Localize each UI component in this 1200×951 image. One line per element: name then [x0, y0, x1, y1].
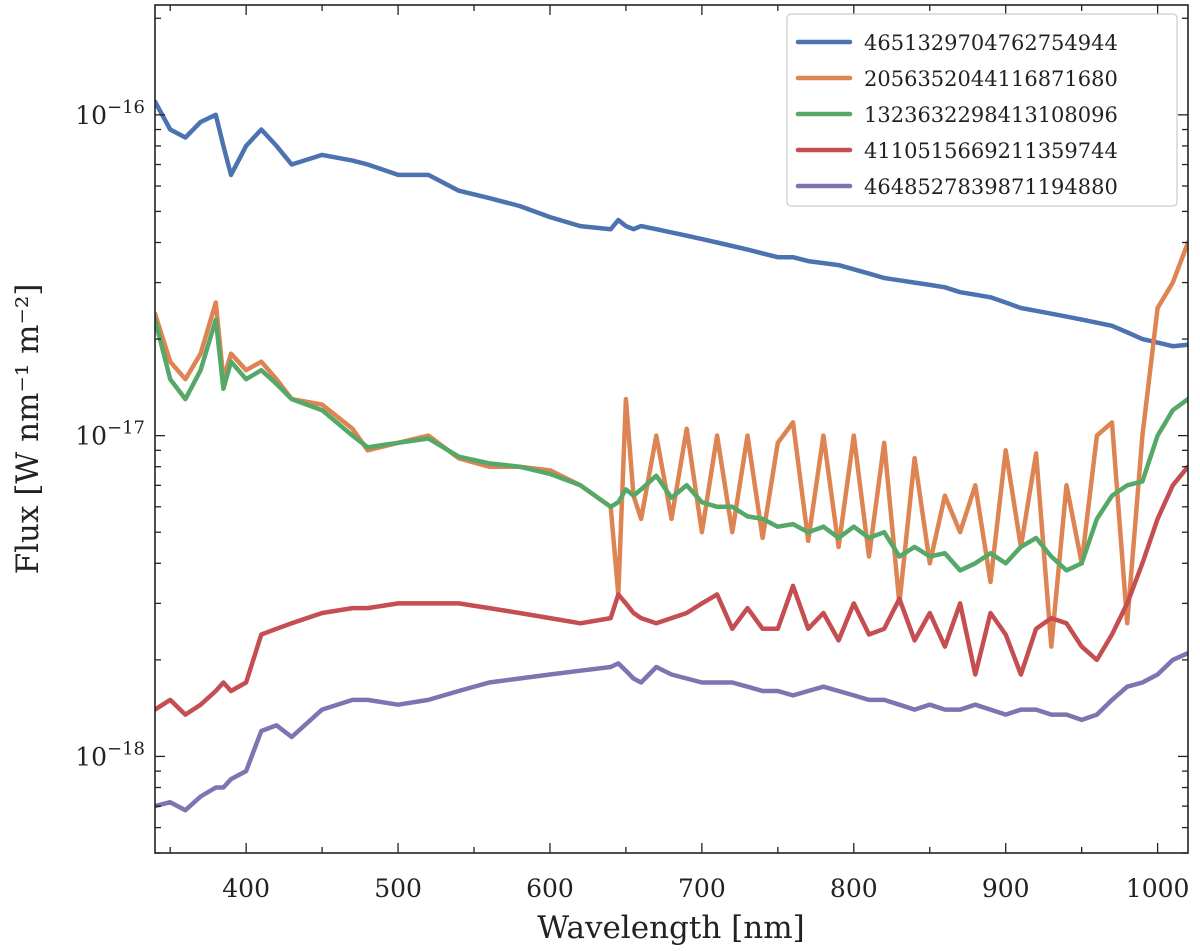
series-line-5: [155, 650, 1188, 813]
series-line-1: [155, 99, 1188, 349]
legend-label: 4110515669211359744: [864, 139, 1118, 163]
legend-label: 1323632298413108096: [864, 103, 1118, 127]
x-tick-label: 600: [526, 874, 574, 903]
x-tick-label: 500: [374, 874, 422, 903]
x-axis-label: Wavelength [nm]: [537, 910, 804, 946]
x-tick-label: 1000: [1126, 874, 1190, 903]
series-line-2: [155, 240, 1188, 649]
x-tick-label: 400: [222, 874, 270, 903]
legend-label: 2056352044116871680: [864, 67, 1118, 91]
series-line-4: [155, 464, 1188, 717]
x-tick-label: 800: [830, 874, 878, 903]
y-axis-ticks: 10−18 10−17 10−16: [75, 17, 1188, 854]
y-axis-label: Flux [W nm⁻¹ m⁻²]: [10, 284, 46, 575]
x-axis-ticks: 400 500 600 700 800 900 1000: [169, 5, 1190, 903]
series-line-3: [155, 317, 1188, 573]
legend-label: 4648527839871194880: [864, 175, 1118, 199]
plot-frame: [154, 4, 1189, 854]
legend-box: [786, 13, 1178, 207]
x-tick-label: 700: [678, 874, 726, 903]
y-tick-label: 10−18: [75, 738, 145, 771]
series-group: [155, 99, 1188, 813]
legend: 4651329704762754944 2056352044116871680 13…: [786, 13, 1178, 207]
legend-label: 4651329704762754944: [864, 31, 1118, 55]
x-tick-label: 900: [982, 874, 1030, 903]
y-tick-label: 10−16: [75, 97, 145, 130]
y-tick-label: 10−17: [75, 418, 145, 451]
